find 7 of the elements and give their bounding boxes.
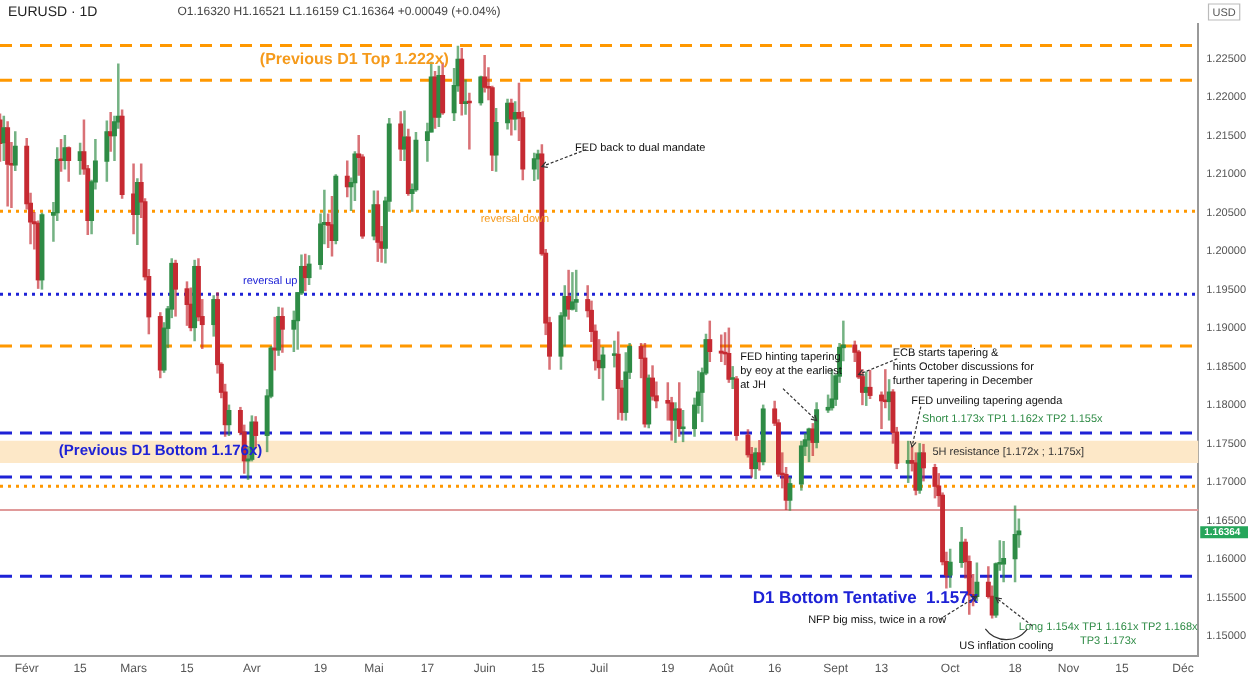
candlestick [463,79,469,115]
candlestick [611,340,617,368]
candlestick [569,272,575,311]
candlestick [1001,540,1007,583]
candlestick [653,381,659,409]
candlestick [730,366,736,389]
annotation: (Previous D1 Top 1.222x) [259,50,450,69]
